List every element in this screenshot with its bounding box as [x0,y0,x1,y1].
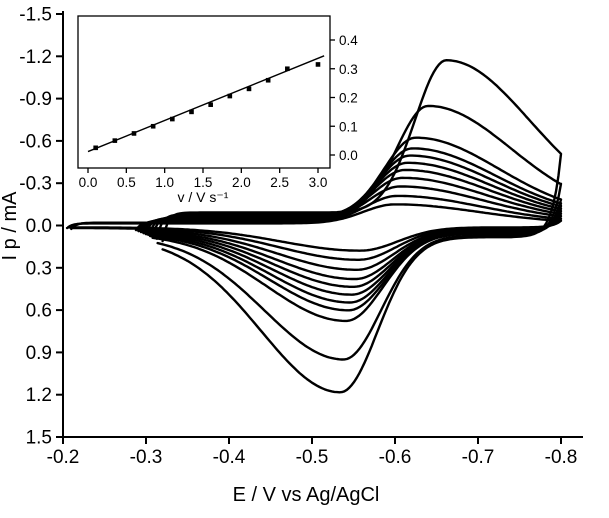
inset-x-axis-title: v / V s⁻¹ [178,189,229,205]
inset-y-tick-label: 0.4 [339,33,358,48]
x-tick-label: -0.7 [462,447,495,468]
inset-y-tick-label: 0.3 [339,62,358,77]
inset-x-tick-label: 3.0 [309,175,328,190]
y-axis-title: I p / mA [0,191,21,261]
inset-frame [77,15,331,169]
inset-x-tick-label: 1.0 [155,175,174,190]
inset-x-tick-label: 0.5 [117,175,136,190]
inset-x-tick-label: 1.5 [194,175,213,190]
y-tick-label: 0.6 [26,301,52,322]
x-tick-label: -0.2 [47,447,80,468]
cv-curve-v2 [151,136,563,323]
y-tick-label: -1.5 [19,5,52,26]
y-tick-label: -0.3 [19,174,52,195]
inset-data-point [170,116,175,122]
inset-data-point [150,123,156,129]
inset-data-point [285,66,290,72]
y-tick-label: 1.5 [26,428,52,449]
inset-data-point [246,86,252,92]
inset-fit-line [87,55,325,153]
inset-x-tick-label: 2.0 [232,175,251,190]
y-tick-label: 0.3 [26,258,52,279]
inset-data-point [189,109,194,115]
x-tick-label: -0.4 [213,447,246,468]
y-tick-label: -0.6 [19,131,52,152]
inset-data-point [227,93,233,99]
y-tick-label: 1.2 [26,385,52,406]
inset-y-tick-label: 0.1 [339,119,358,134]
x-tick-label: -0.5 [296,447,329,468]
x-axis-title: E / V vs Ag/AgCl [233,484,380,506]
y-tick-label: -1.2 [19,47,52,68]
y-tick-label: 0.0 [26,216,52,237]
x-tick-label: -0.8 [545,447,578,468]
inset-data-point [112,138,118,143]
inset-x-tick-label: 0.0 [79,175,98,190]
chart-generated-layer: -1.5-1.2-0.9-0.6-0.30.00.30.60.91.21.5-0… [19,5,583,468]
inset-data-point [93,145,98,151]
cv-curve-v3 [161,59,563,394]
x-tick-label: -0.6 [379,447,412,468]
x-tick-label: -0.3 [130,447,163,468]
inset-y-tick-label: 0.0 [339,148,358,163]
inset-x-tick-label: 2.5 [270,175,289,190]
inset-data-point [315,62,321,67]
y-tick-label: 0.9 [26,343,52,364]
y-tick-label: -0.9 [19,89,52,110]
inset-data-point [265,77,271,83]
cv-curve-v2.5 [155,104,563,361]
inset-data-point [208,102,213,107]
inset-y-tick-label: 0.2 [339,91,358,106]
inset-data-point [131,131,137,136]
